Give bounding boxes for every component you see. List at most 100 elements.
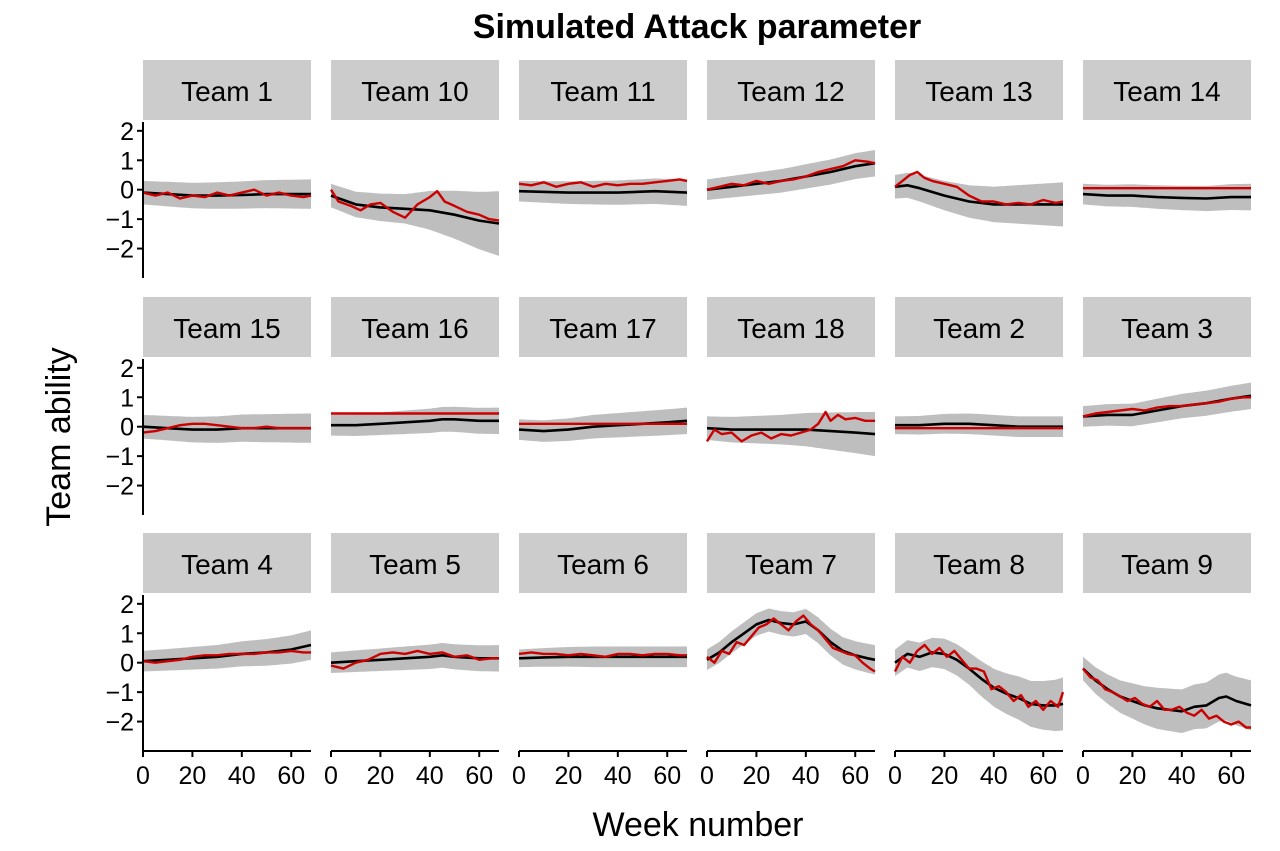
facet-panel: Team 3: [1082, 297, 1252, 427]
x-tick-label: 20: [1119, 762, 1147, 790]
estimate-line: [706, 426, 876, 436]
true-line: [1082, 667, 1251, 729]
facet-panel: Team 10: [329, 60, 500, 256]
facet-panel: Team 8: [893, 533, 1065, 732]
strip-background: [1083, 60, 1251, 120]
x-axes: 0 20 40 60 0 20 40 60 0 20 40 60 0 20 40 60 0 20 40 60 0 20 40…: [136, 750, 1251, 790]
y-tick-label: 2: [120, 591, 134, 619]
strip-label: Team 5: [369, 549, 461, 580]
true-line: [894, 170, 1064, 206]
estimate-line: [518, 419, 688, 433]
credible-band: [707, 412, 875, 457]
x-tick-label: 40: [792, 762, 820, 790]
true-line: [518, 178, 688, 189]
y-tick-label: −1: [105, 206, 134, 234]
strip-background: [143, 533, 311, 593]
facet-panel: Team 13: [894, 60, 1064, 227]
strip-label: Team 17: [549, 313, 656, 344]
strip-label: Team 14: [1113, 76, 1220, 107]
true-line: [142, 422, 311, 434]
strip-label: Team 6: [557, 549, 649, 580]
facet-panel: Team 15: [142, 297, 311, 443]
strip-background: [331, 60, 499, 120]
strip-label: Team 2: [933, 313, 1025, 344]
y-tick-label: −1: [105, 679, 134, 707]
credible-band: [1083, 656, 1251, 733]
y-tick-label: 2: [120, 118, 134, 146]
estimate-line: [330, 194, 500, 225]
x-tick-label: 0: [324, 762, 338, 790]
x-tick-label: 40: [980, 762, 1008, 790]
x-axis: 0 20 40 60: [136, 750, 311, 790]
x-tick-label: 0: [700, 762, 714, 790]
x-axis: 0 20 40 60: [888, 750, 1063, 790]
x-axis: 0 20 40 60: [1076, 750, 1251, 790]
strip-label: Team 18: [737, 313, 844, 344]
facet-panel: Team 12: [706, 60, 876, 200]
strip-label: Team 8: [933, 549, 1025, 580]
x-tick-label: 40: [604, 762, 632, 790]
facet-panel: Team 9: [1082, 533, 1252, 733]
x-axis: 0 20 40 60: [324, 750, 499, 790]
estimate-line: [894, 184, 1063, 206]
strip-label: Team 9: [1121, 549, 1213, 580]
strip-background: [1083, 533, 1251, 593]
estimate-line: [895, 422, 1063, 429]
strip-label: Team 16: [361, 313, 468, 344]
strip-label: Team 10: [361, 76, 468, 107]
y-tick-label: 0: [120, 414, 134, 442]
strip-label: Team 12: [737, 76, 844, 107]
strip-background: [143, 60, 311, 120]
strip-background: [707, 297, 875, 357]
strip-label: Team 15: [173, 313, 280, 344]
true-line: [706, 614, 876, 673]
strip-label: Team 3: [1121, 313, 1213, 344]
x-tick-label: 60: [1029, 762, 1057, 790]
x-tick-label: 0: [888, 762, 902, 790]
credible-band: [143, 630, 311, 672]
strip-label: Team 13: [925, 76, 1032, 107]
x-tick-label: 40: [416, 762, 444, 790]
true-line: [1082, 396, 1251, 418]
true-line: [706, 159, 876, 191]
y-axis: 210−1−2: [105, 355, 144, 515]
facet-panel: Team 7: [706, 533, 876, 675]
x-tick-label: 40: [1168, 762, 1196, 790]
y-tick-label: −1: [105, 443, 134, 471]
estimate-line: [331, 417, 499, 427]
x-tick-label: 60: [841, 762, 869, 790]
strip-background: [707, 60, 875, 120]
true-line: [142, 649, 311, 664]
facet-panel: Team 16: [331, 297, 499, 436]
strip-background: [143, 297, 311, 357]
estimate-line: [518, 189, 688, 194]
y-tick-label: 1: [120, 620, 134, 648]
estimate-line: [1082, 192, 1251, 200]
y-tick-label: 2: [120, 355, 134, 383]
y-tick-label: 1: [120, 147, 134, 175]
true-line: [142, 188, 312, 200]
x-tick-label: 0: [136, 762, 150, 790]
y-axis: 210−1−2: [105, 591, 144, 751]
credible-band: [331, 183, 499, 256]
true-line: [518, 651, 687, 658]
strip-background: [519, 297, 687, 357]
x-tick-label: 60: [277, 762, 305, 790]
y-tick-label: 0: [120, 650, 134, 678]
x-axis: 0 20 40 60: [700, 750, 875, 790]
strip-background: [331, 297, 499, 357]
facet-panels: Team 1 Team 10 Team 11 Team 12 Team 13 Team 1…: [142, 60, 1252, 733]
strip-label: Team 1: [181, 76, 273, 107]
y-tick-label: 1: [120, 384, 134, 412]
facet-panel: Team 2: [895, 297, 1063, 437]
x-tick-label: 0: [512, 762, 526, 790]
strip-background: [895, 297, 1063, 357]
strip-background: [1083, 297, 1251, 357]
strip-background: [707, 533, 875, 593]
facet-panel: Team 11: [518, 60, 688, 206]
x-tick-label: 20: [555, 762, 583, 790]
strip-background: [331, 533, 499, 593]
credible-band: [707, 150, 875, 200]
